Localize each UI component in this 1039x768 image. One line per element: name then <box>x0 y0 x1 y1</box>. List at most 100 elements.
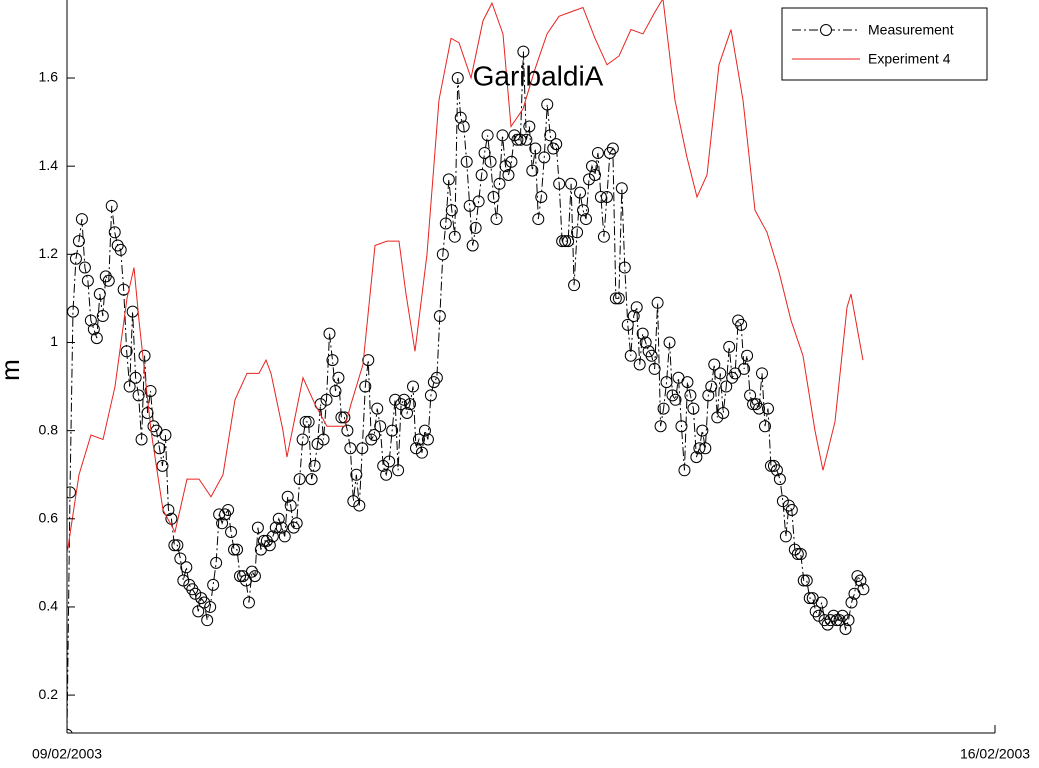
data-point <box>269 521 282 534</box>
data-point <box>278 530 291 543</box>
data-point <box>708 358 721 371</box>
data-point <box>445 204 458 217</box>
data-point <box>234 570 247 583</box>
data-point <box>96 310 109 323</box>
data-point <box>481 129 494 142</box>
data-point <box>651 296 664 309</box>
data-point <box>439 217 452 230</box>
data-point <box>487 191 500 204</box>
data-point <box>171 539 184 552</box>
data-point <box>624 349 637 362</box>
data-point <box>612 292 625 305</box>
data-point <box>69 252 82 265</box>
data-point <box>290 517 303 530</box>
data-point <box>326 354 339 367</box>
data-point <box>353 499 366 512</box>
data-point <box>412 433 425 446</box>
y-tick-label: 0.4 <box>39 598 59 614</box>
data-point <box>409 442 422 455</box>
plot-area <box>67 0 870 733</box>
data-point <box>231 543 244 556</box>
data-point <box>630 301 643 314</box>
data-point <box>568 279 581 292</box>
data-point <box>442 173 455 186</box>
data-point <box>496 129 509 142</box>
data-point <box>588 168 601 181</box>
data-point <box>380 468 393 481</box>
data-point <box>857 583 870 596</box>
data-point <box>198 596 211 609</box>
legend-marker <box>820 24 832 36</box>
series-line <box>67 51 864 733</box>
data-point <box>457 120 470 133</box>
data-point <box>738 362 751 375</box>
data-point <box>392 464 405 477</box>
legend-box <box>781 7 988 81</box>
data-point <box>284 499 297 512</box>
data-point <box>693 442 706 455</box>
data-point <box>433 310 446 323</box>
data-point <box>156 459 169 472</box>
data-point <box>678 464 691 477</box>
data-point <box>350 468 363 481</box>
data-point <box>794 548 807 561</box>
data-point <box>228 543 241 556</box>
data-point <box>627 310 640 323</box>
data-point <box>201 614 214 627</box>
data-point <box>717 407 730 420</box>
data-point <box>490 213 503 226</box>
data-point <box>311 437 324 450</box>
data-point <box>484 155 497 168</box>
data-point <box>368 429 381 442</box>
data-point <box>684 389 697 402</box>
data-point <box>648 362 661 375</box>
data-point <box>696 424 709 437</box>
data-point <box>690 451 703 464</box>
data-point <box>785 503 798 516</box>
data-point <box>383 455 396 468</box>
data-point <box>451 72 464 85</box>
data-point <box>681 376 694 389</box>
data-point <box>529 142 542 155</box>
data-point <box>407 380 420 393</box>
data-point <box>633 358 646 371</box>
data-point <box>645 349 658 362</box>
data-point <box>574 186 587 199</box>
data-point <box>222 503 235 516</box>
data-point <box>377 459 390 472</box>
data-point <box>472 195 485 208</box>
data-point <box>609 292 622 305</box>
y-tick-label: 0.2 <box>39 686 59 702</box>
data-point <box>448 230 461 243</box>
data-point <box>520 133 533 146</box>
data-point <box>308 459 321 472</box>
data-point <box>84 314 97 327</box>
data-point <box>105 199 118 212</box>
data-point <box>192 605 205 618</box>
data-point <box>338 411 351 424</box>
data-point <box>660 376 673 389</box>
data-point <box>67 305 79 318</box>
data-point <box>207 578 220 591</box>
legend-label: Measurement <box>868 22 954 38</box>
data-point <box>102 274 115 287</box>
data-point <box>535 191 548 204</box>
data-point <box>699 442 712 455</box>
data-point <box>67 486 76 499</box>
data-point <box>210 556 223 569</box>
data-point <box>430 371 443 384</box>
data-point <box>129 371 142 384</box>
data-point <box>600 191 613 204</box>
data-point <box>565 177 578 190</box>
data-point <box>654 420 667 433</box>
data-point <box>761 402 774 415</box>
data-point <box>594 191 607 204</box>
data-point <box>711 411 724 424</box>
data-point <box>532 213 545 226</box>
data-point <box>493 177 506 190</box>
data-point <box>741 349 754 362</box>
data-point <box>275 521 288 534</box>
data-point <box>559 235 572 248</box>
